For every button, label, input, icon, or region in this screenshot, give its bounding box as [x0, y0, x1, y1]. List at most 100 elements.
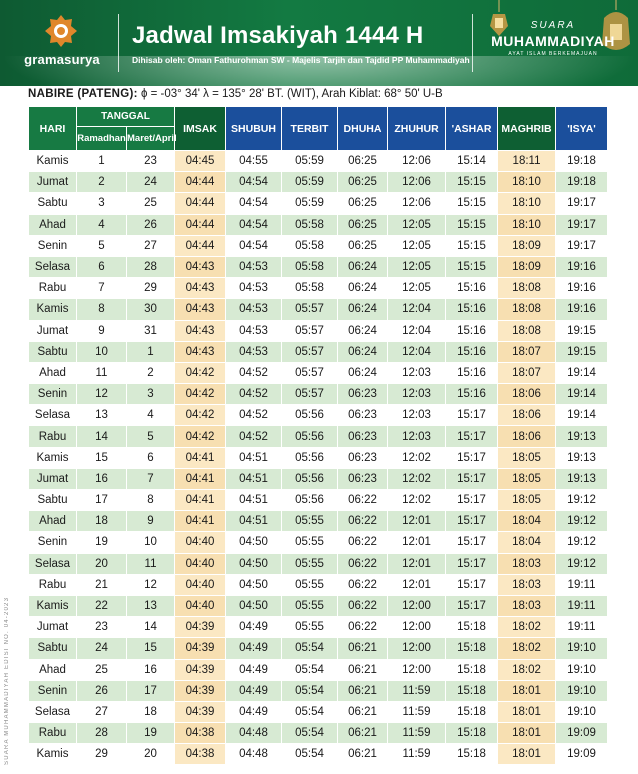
cell-zhuhur: 11:59 [387, 743, 447, 766]
cell-maret-april: 9 [125, 510, 176, 533]
cell-zhuhur: 12:00 [387, 594, 447, 618]
header-tanggal: TANGGAL [75, 106, 176, 127]
cell-ashar: 15:18 [445, 700, 499, 724]
cell-maret-april: 26 [125, 213, 176, 236]
cell-terbit: 05:58 [281, 213, 339, 236]
cell-imsak: 04:39 [174, 616, 227, 639]
cell-ramadhan: 9 [76, 319, 127, 342]
cell-terbit: 05:57 [281, 319, 339, 342]
schedule-body: Kamis 1 23 04:45 04:55 05:59 06:25 12:06 15:14 18… [28, 149, 609, 766]
cell-isya: 19:17 [555, 234, 609, 257]
cell-terbit: 05:58 [281, 234, 339, 257]
header-isya: 'ISYA' [555, 106, 609, 151]
cell-ashar: 15:17 [445, 510, 499, 533]
table-row: Rabu 28 19 04:38 04:48 05:54 06:21 11:59 15:18 18… [28, 722, 609, 745]
cell-terbit: 05:54 [281, 700, 339, 724]
cell-isya: 19:17 [555, 192, 609, 215]
publisher-logo: gramasurya [12, 14, 112, 74]
cell-maghrib: 18:05 [497, 446, 557, 469]
cell-ramadhan: 2 [76, 171, 127, 194]
cell-hari: Jumat [28, 319, 77, 342]
cell-ramadhan: 15 [76, 446, 127, 469]
table-row: Sabtu 24 15 04:39 04:49 05:54 06:21 12:00 15:18 1… [28, 637, 609, 660]
cell-terbit: 05:58 [281, 277, 339, 300]
cell-maret-april: 30 [125, 298, 176, 321]
cell-maghrib: 18:03 [497, 573, 557, 596]
table-row: Kamis 29 20 04:38 04:48 05:54 06:21 11:59 15:18 1… [28, 743, 609, 766]
cell-dhuha: 06:24 [337, 255, 389, 279]
table-row: Rabu 21 12 04:40 04:50 05:55 06:22 12:01 15:17 18… [28, 573, 609, 596]
cell-maret-april: 17 [125, 679, 176, 702]
cell-isya: 19:14 [555, 404, 609, 427]
cell-shubuh: 04:51 [225, 488, 283, 512]
cell-terbit: 05:56 [281, 425, 339, 448]
cell-hari: Selasa [28, 552, 77, 575]
table-row: Rabu 7 29 04:43 04:53 05:58 06:24 12:05 15:16 18:… [28, 277, 609, 300]
cell-zhuhur: 12:05 [387, 255, 447, 279]
cell-dhuha: 06:25 [337, 213, 389, 236]
cell-isya: 19:16 [555, 298, 609, 321]
table-row: Jumat 2 24 04:44 04:54 05:59 06:25 12:06 15:15 18… [28, 171, 609, 194]
cell-shubuh: 04:54 [225, 192, 283, 215]
cell-imsak: 04:39 [174, 700, 227, 724]
header-shubuh: SHUBUH [225, 106, 283, 151]
cell-imsak: 04:42 [174, 425, 227, 448]
cell-ramadhan: 28 [76, 722, 127, 745]
cell-imsak: 04:44 [174, 234, 227, 257]
cell-hari: Selasa [28, 404, 77, 427]
cell-maghrib: 18:10 [497, 171, 557, 194]
cell-hari: Senin [28, 234, 77, 257]
cell-isya: 19:10 [555, 637, 609, 660]
cell-maghrib: 18:11 [497, 149, 557, 173]
cell-terbit: 05:55 [281, 573, 339, 596]
cell-ashar: 15:15 [445, 171, 499, 194]
cell-ashar: 15:15 [445, 213, 499, 236]
cell-maret-april: 24 [125, 171, 176, 194]
cell-maret-april: 29 [125, 277, 176, 300]
cell-maret-april: 23 [125, 149, 176, 173]
cell-maret-april: 31 [125, 319, 176, 342]
table-row: Senin 12 3 04:42 04:52 05:57 06:23 12:03 15:16 18… [28, 383, 609, 406]
cell-zhuhur: 12:01 [387, 552, 447, 575]
cell-ashar: 15:17 [445, 446, 499, 469]
table-row: Ahad 11 2 04:42 04:52 05:57 06:24 12:03 15:16 18:… [28, 361, 609, 385]
cell-imsak: 04:43 [174, 255, 227, 279]
brand-line-2: MUHAMMADIYAH [491, 33, 615, 49]
cell-maghrib: 18:05 [497, 488, 557, 512]
cell-zhuhur: 12:05 [387, 234, 447, 257]
cell-ramadhan: 20 [76, 552, 127, 575]
cell-hari: Ahad [28, 361, 77, 385]
cell-imsak: 04:40 [174, 573, 227, 596]
cell-dhuha: 06:23 [337, 467, 389, 491]
cell-dhuha: 06:22 [337, 616, 389, 639]
cell-ramadhan: 18 [76, 510, 127, 533]
table-row: Kamis 8 30 04:43 04:53 05:57 06:24 12:04 15:16 18… [28, 298, 609, 321]
cell-shubuh: 04:49 [225, 700, 283, 724]
cell-zhuhur: 12:03 [387, 425, 447, 448]
cell-shubuh: 04:52 [225, 404, 283, 427]
table-row: Sabtu 10 1 04:43 04:53 05:57 06:24 12:04 15:16 18… [28, 340, 609, 363]
cell-maret-april: 11 [125, 552, 176, 575]
cell-terbit: 05:56 [281, 488, 339, 512]
cell-zhuhur: 12:01 [387, 510, 447, 533]
cell-ashar: 15:17 [445, 531, 499, 554]
cell-dhuha: 06:24 [337, 361, 389, 385]
cell-zhuhur: 12:04 [387, 298, 447, 321]
cell-hari: Rabu [28, 425, 77, 448]
header-maghrib: MAGHRIB [497, 106, 557, 151]
cell-ashar: 15:18 [445, 743, 499, 766]
cell-shubuh: 04:54 [225, 234, 283, 257]
cell-imsak: 04:41 [174, 446, 227, 469]
cell-shubuh: 04:54 [225, 171, 283, 194]
header-hari: HARI [28, 106, 77, 151]
cell-terbit: 05:59 [281, 171, 339, 194]
location-line: NABIRE (PATENG): ϕ = -03° 34' λ = 135° 2… [28, 88, 618, 104]
cell-terbit: 05:57 [281, 383, 339, 406]
cell-zhuhur: 11:59 [387, 722, 447, 745]
cell-terbit: 05:58 [281, 255, 339, 279]
cell-ashar: 15:15 [445, 255, 499, 279]
cell-ashar: 15:18 [445, 722, 499, 745]
cell-maret-april: 7 [125, 467, 176, 491]
cell-isya: 19:14 [555, 383, 609, 406]
gramasurya-logo-icon [45, 15, 77, 47]
